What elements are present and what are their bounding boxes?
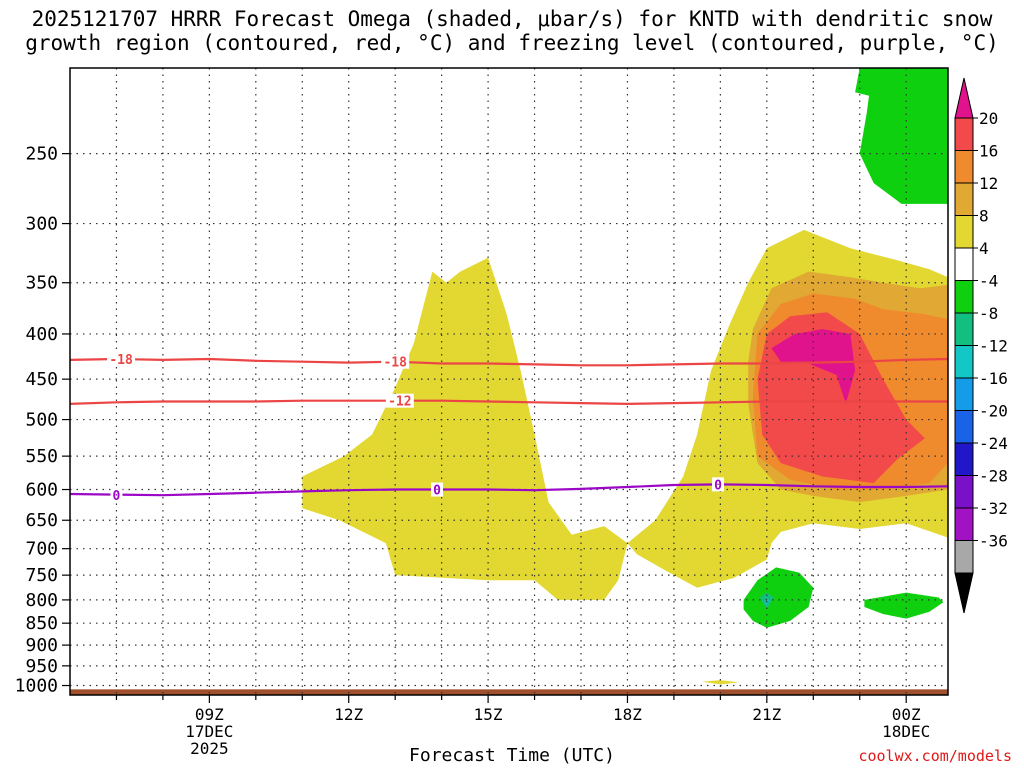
ylabel-800: 800 <box>25 590 58 611</box>
plot-area: -18 -18 -12 0 0 0 <box>70 68 948 695</box>
colorbar-label-2: 12 <box>979 174 998 193</box>
colorbar-label-12: -32 <box>979 499 1008 518</box>
omega-neg12-mid <box>764 599 770 606</box>
ylabel-950: 950 <box>25 656 58 677</box>
omega-pos20 <box>771 329 856 404</box>
colorbar-label-9: -20 <box>979 402 1008 421</box>
omega-pos4-sfc <box>701 680 739 685</box>
colorbar: 20 16 12 8 4 -4 -8 -12 -16 -20 -24 -28 -32 -36 <box>954 77 1008 614</box>
xlabel-9-0: 09Z <box>195 705 224 724</box>
ylabel-250: 250 <box>25 144 58 165</box>
colorbar-label-7: -12 <box>979 337 1008 356</box>
freezing-0-label-1: 0 <box>433 484 441 499</box>
colorbar-bottom-triangle <box>954 572 974 614</box>
colorbar-segment-9 <box>954 410 974 444</box>
terrain-ground <box>70 689 948 695</box>
dendritic--12-label-0: -12 <box>388 395 411 410</box>
ylabel-600: 600 <box>25 480 58 501</box>
colorbar-label-6: -8 <box>979 304 998 323</box>
colorbar-segment-6 <box>954 312 974 346</box>
colorbar-segment-3 <box>954 215 974 249</box>
dendritic--18-label-1: -18 <box>383 356 407 371</box>
ylabel-750: 750 <box>25 565 58 586</box>
colorbar-label-4: 4 <box>979 239 989 258</box>
dendritic--12-line <box>70 399 948 406</box>
ylabel-300: 300 <box>25 214 58 235</box>
xlabel-24-0: 00Z <box>892 705 921 724</box>
colorbar-segment-1 <box>954 150 974 184</box>
ylabel-350: 350 <box>25 273 58 294</box>
colorbar-segment-4 <box>954 247 974 281</box>
ylabel-650: 650 <box>25 510 58 531</box>
xlabel-9-1: 17DEC <box>185 722 233 741</box>
colorbar-label-0: 20 <box>979 109 998 128</box>
colorbar-label-5: -4 <box>979 272 998 291</box>
xlabel-9-2: 2025 <box>190 739 229 758</box>
ylabel-850: 850 <box>25 613 58 634</box>
colorbar-top-triangle <box>954 77 974 119</box>
omega-pos4-left <box>302 257 628 600</box>
xlabel-21-0: 21Z <box>752 705 781 724</box>
watermark: coolwx.com/models <box>858 747 1012 765</box>
ylabel-450: 450 <box>25 369 58 390</box>
colorbar-label-13: -36 <box>979 532 1008 551</box>
ylabel-1000: 1000 <box>15 676 58 697</box>
xlabel-18-0: 18Z <box>613 705 642 724</box>
freezing-0-label-2: 0 <box>714 478 722 493</box>
ylabel-700: 700 <box>25 539 58 560</box>
colorbar-label-3: 8 <box>979 207 989 226</box>
colorbar-segment-7 <box>954 345 974 379</box>
plot-frame <box>69 67 949 696</box>
colorbar-segment-5 <box>954 280 974 314</box>
colorbar-segment-13 <box>954 540 974 574</box>
ylabel-550: 550 <box>25 446 58 467</box>
xlabel-12-0: 12Z <box>334 705 363 724</box>
colorbar-label-11: -28 <box>979 467 1008 486</box>
colorbar-segment-8 <box>954 377 974 411</box>
chart-title-line2: growth region (contoured, red, °C) and f… <box>25 31 999 55</box>
colorbar-label-1: 16 <box>979 142 998 161</box>
dendritic--18-line <box>70 357 948 367</box>
freezing-0-line <box>70 483 948 497</box>
xlabel-24-1: 18DEC <box>882 722 930 741</box>
colorbar-label-8: -16 <box>979 369 1008 388</box>
colorbar-segment-0 <box>954 117 974 151</box>
dendritic--18-label-0: -18 <box>109 353 133 368</box>
omega-neg4-mid <box>743 567 814 628</box>
colorbar-label-10: -24 <box>979 434 1008 453</box>
x-axis-title: Forecast Time (UTC) <box>409 745 615 766</box>
colorbar-segment-2 <box>954 182 974 216</box>
ylabel-400: 400 <box>25 324 58 345</box>
colorbar-segment-12 <box>954 507 974 541</box>
omega-neg4-top <box>855 68 948 204</box>
xlabel-15-0: 15Z <box>474 705 503 724</box>
colorbar-segment-10 <box>954 442 974 476</box>
ylabel-900: 900 <box>25 635 58 656</box>
freezing-0-label-0: 0 <box>113 489 121 504</box>
chart-title-line1: 2025121707 HRRR Forecast Omega (shaded, … <box>31 7 993 31</box>
colorbar-segment-11 <box>954 475 974 509</box>
ylabel-500: 500 <box>25 410 58 431</box>
omega-neg4-right <box>864 592 944 619</box>
